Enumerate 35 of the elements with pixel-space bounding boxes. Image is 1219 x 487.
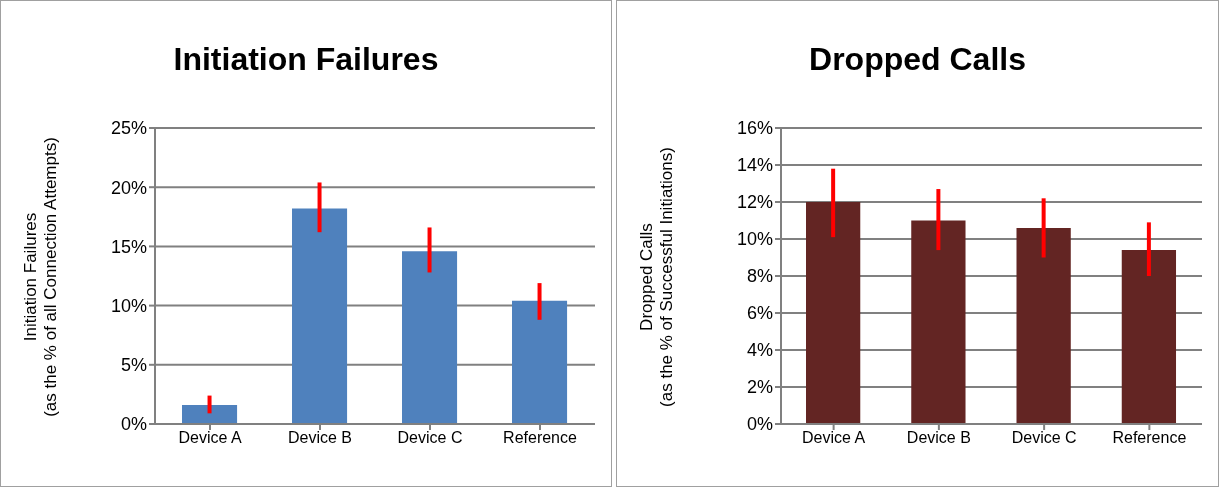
y-tick-label: 6%	[746, 303, 773, 324]
bar	[182, 405, 238, 424]
y-tick-label: 25%	[110, 118, 147, 139]
bar	[911, 220, 966, 424]
bar	[512, 300, 568, 424]
y-tick-label: 4%	[746, 340, 773, 361]
x-tick-label: Device C	[397, 429, 463, 447]
x-tick-label: Device A	[178, 429, 242, 447]
y-tick-label: 15%	[110, 236, 147, 257]
y-tick-label: 0%	[120, 414, 147, 435]
x-tick-label: Device B	[906, 429, 971, 447]
x-tick-label: Device B	[287, 429, 353, 447]
x-tick-label: Device C	[1011, 429, 1077, 447]
bar	[292, 208, 348, 424]
x-tick-label: Reference	[1112, 429, 1187, 447]
y-axis-title: Initiation Failures (as the % of all Connection Attempts)	[21, 137, 61, 417]
x-tick-label: Reference	[503, 429, 578, 447]
bar	[1016, 227, 1071, 424]
chart-title: Dropped Calls	[808, 41, 1027, 78]
chart-title: Initiation Failures	[172, 41, 440, 78]
y-tick-label: 5%	[120, 355, 147, 376]
y-tick-label: 0%	[746, 414, 773, 435]
bar	[1121, 250, 1177, 424]
y-axis-title: Dropped Calls (as the % of Successful Initiations)	[637, 147, 677, 407]
y-tick-label: 20%	[110, 177, 147, 198]
bar	[402, 251, 458, 424]
y-tick-label: 12%	[736, 192, 773, 213]
x-tick-label: Device A	[802, 429, 866, 447]
bar	[806, 202, 861, 424]
y-tick-label: 2%	[746, 377, 773, 398]
y-tick-label: 10%	[110, 295, 147, 316]
y-tick-label: 8%	[746, 266, 773, 287]
y-tick-label: 14%	[736, 155, 773, 176]
y-tick-label: 10%	[736, 229, 773, 250]
y-tick-label: 16%	[736, 118, 773, 139]
